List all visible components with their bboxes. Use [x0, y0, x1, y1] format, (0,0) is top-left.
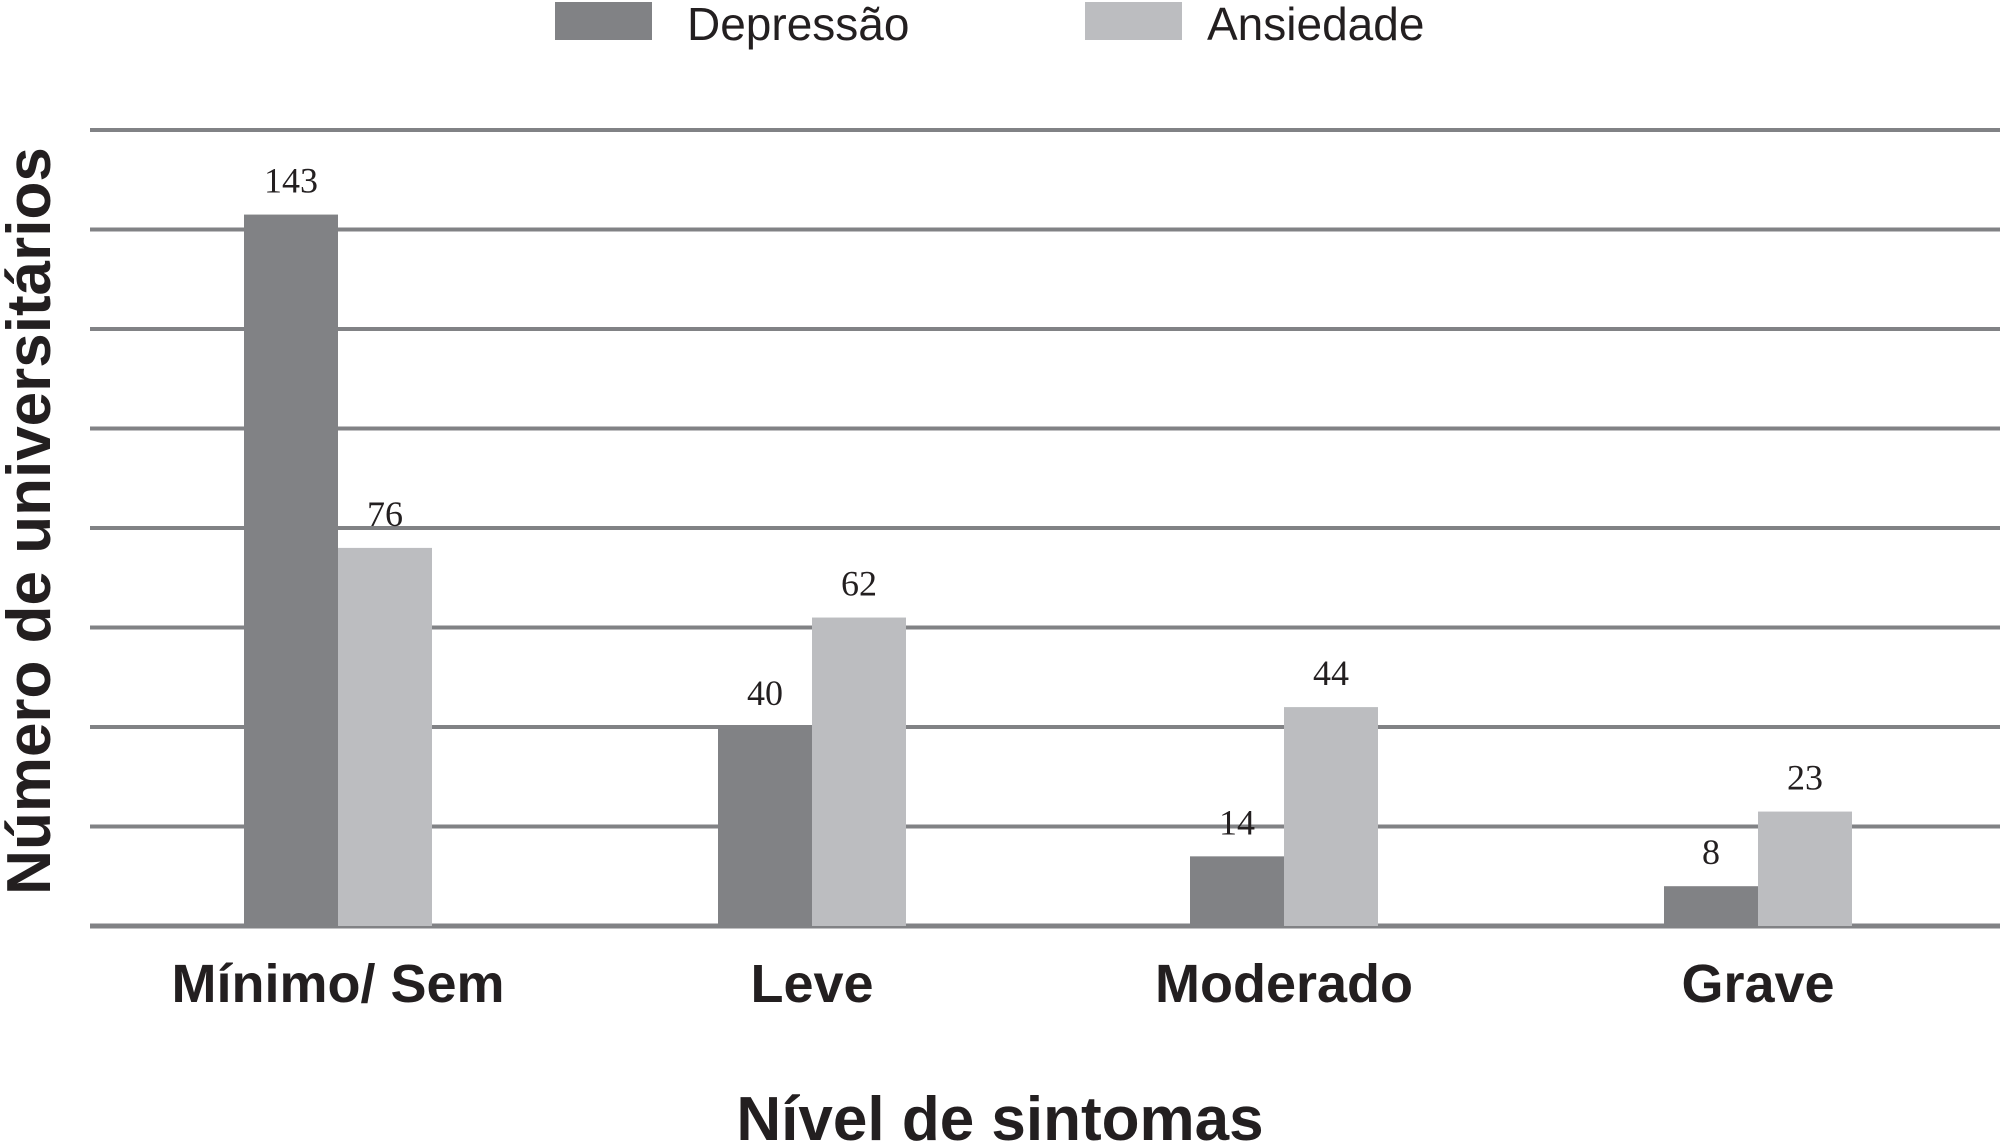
data-label-depressao-minimo-sem: 143	[264, 161, 318, 201]
legend-swatch-depressao	[555, 2, 652, 40]
bar-ansiedade-grave	[1758, 811, 1852, 926]
legend-label-ansiedade: Ansiedade	[1207, 0, 1424, 50]
bar-ansiedade-leve	[812, 617, 906, 926]
data-label-depressao-leve: 40	[747, 673, 783, 713]
bar-depressao-minimo-sem	[244, 214, 338, 926]
bars	[244, 214, 1852, 926]
x-tick-label-minimo-sem: Mínimo/ Sem	[171, 954, 504, 1014]
x-tick-label-leve: Leve	[750, 954, 873, 1014]
data-label-depressao-moderado: 14	[1219, 802, 1255, 842]
bar-depressao-grave	[1664, 886, 1758, 926]
bar-ansiedade-moderado	[1284, 707, 1378, 926]
data-label-ansiedade-grave: 23	[1787, 758, 1823, 798]
bar-ansiedade-minimo-sem	[338, 547, 432, 926]
bar-depressao-leve	[718, 727, 812, 926]
x-tick-label-moderado: Moderado	[1155, 954, 1413, 1014]
data-labels: 143 76 40 62 14 44 8 23	[264, 161, 1823, 873]
legend: Depressão Ansiedade	[555, 0, 1424, 50]
x-axis-title: Nível de sintomas	[736, 1085, 1263, 1144]
bar-depressao-moderado	[1190, 856, 1284, 926]
data-label-depressao-grave: 8	[1702, 832, 1720, 872]
x-tick-label-grave: Grave	[1681, 954, 1834, 1014]
y-axis-title: Número de universitários	[0, 147, 64, 895]
data-label-ansiedade-minimo-sem: 76	[367, 494, 403, 534]
legend-label-depressao: Depressão	[687, 0, 909, 50]
legend-swatch-ansiedade	[1085, 2, 1182, 40]
data-label-ansiedade-moderado: 44	[1313, 653, 1349, 693]
data-label-ansiedade-leve: 62	[841, 564, 877, 604]
x-tick-labels: Mínimo/ Sem Leve Moderado Grave	[171, 954, 1834, 1014]
